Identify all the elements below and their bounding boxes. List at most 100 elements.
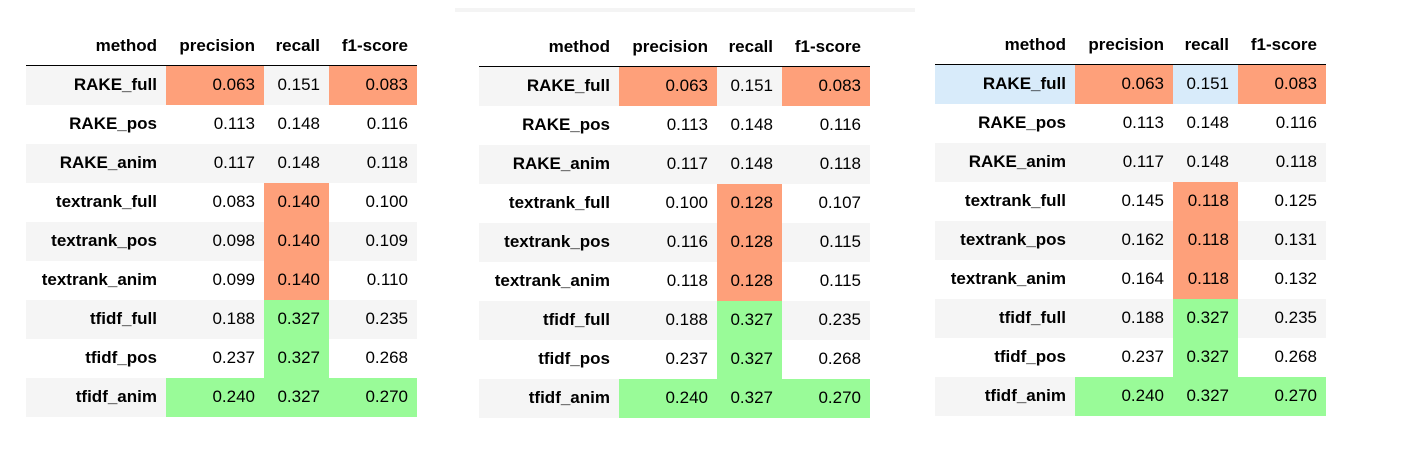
cell-f1-score: 0.083 (1238, 64, 1326, 104)
table-row[interactable]: RAKE_anim 0.117 0.148 0.118 (26, 143, 417, 183)
cell-precision: 0.100 (665, 193, 708, 212)
table-row[interactable]: RAKE_pos 0.113 0.148 0.116 (935, 103, 1326, 143)
cell-recall: 0.140 (264, 182, 329, 222)
table-row[interactable]: RAKE_anim 0.117 0.148 0.118 (935, 142, 1326, 182)
cell-f1-score: 0.083 (329, 65, 417, 105)
row-method-label: tfidf_pos (538, 349, 610, 368)
row-method-label: tfidf_full (89, 309, 157, 328)
row-method-label: textrank_full (508, 193, 610, 212)
table-row[interactable]: tfidf_full 0.188 0.327 0.235 (479, 300, 870, 340)
row-method-label: tfidf_full (998, 308, 1066, 327)
table-row[interactable]: tfidf_full 0.188 0.327 0.235 (935, 298, 1326, 338)
table-row[interactable]: textrank_pos 0.098 0.140 0.109 (26, 221, 417, 261)
cell-precision: 0.237 (1121, 347, 1164, 366)
cell-precision: 0.117 (666, 154, 708, 173)
cell-recall: 0.148 (1186, 152, 1229, 171)
header-recall: recall (275, 36, 320, 55)
cell-f1-score: 0.131 (1274, 230, 1317, 249)
row-method-label: textrank_pos (51, 231, 157, 250)
table-row[interactable]: RAKE_full 0.063 0.151 0.083 (479, 66, 870, 106)
table-row[interactable]: RAKE_full 0.063 0.151 0.083 (935, 64, 1326, 104)
cell-recall: 0.327 (717, 339, 782, 379)
row-method-label: tfidf_pos (85, 348, 157, 367)
cell-f1-score: 0.110 (366, 270, 408, 289)
cell-f1-score: 0.118 (1275, 152, 1317, 171)
cell-f1-score: 0.270 (1238, 376, 1326, 416)
cell-recall: 0.151 (1173, 64, 1238, 104)
cell-precision: 0.164 (1121, 269, 1164, 288)
cell-recall: 0.327 (264, 338, 329, 378)
cell-f1-score: 0.235 (818, 310, 861, 329)
table-row[interactable]: RAKE_pos 0.113 0.148 0.116 (479, 105, 870, 145)
cell-recall: 0.148 (277, 114, 320, 133)
table-body: RAKE_full 0.063 0.151 0.083 RAKE_pos 0.113 0.1… (935, 64, 1326, 416)
cell-recall: 0.327 (1173, 337, 1238, 377)
row-method-label: RAKE_anim (59, 153, 157, 172)
header-precision: precision (1088, 35, 1164, 54)
cell-recall: 0.128 (717, 261, 782, 301)
row-method-label: textrank_anim (41, 270, 157, 289)
table-row[interactable]: textrank_pos 0.116 0.128 0.115 (479, 222, 870, 262)
table-row[interactable]: RAKE_anim 0.117 0.148 0.118 (479, 144, 870, 184)
row-method-label: RAKE_pos (69, 114, 157, 133)
table-row[interactable]: RAKE_pos 0.113 0.148 0.116 (26, 104, 417, 144)
table-row[interactable]: tfidf_pos 0.237 0.327 0.268 (26, 338, 417, 378)
cell-recall: 0.327 (717, 378, 782, 418)
table-body: RAKE_full 0.063 0.151 0.083 RAKE_pos 0.113 0.1… (479, 66, 870, 418)
cell-f1-score: 0.268 (1274, 347, 1317, 366)
table-body: RAKE_full 0.063 0.151 0.083 RAKE_pos 0.113 0.1… (26, 65, 417, 417)
table-row[interactable]: tfidf_anim 0.240 0.327 0.270 (26, 377, 417, 417)
row-method-label: RAKE_full (73, 75, 157, 95)
table-row[interactable]: textrank_anim 0.099 0.140 0.110 (26, 260, 417, 300)
header-recall: recall (728, 37, 773, 56)
table-row[interactable]: RAKE_full 0.063 0.151 0.083 (26, 65, 417, 105)
row-method-label: tfidf_anim (984, 386, 1066, 405)
cell-f1-score: 0.132 (1274, 269, 1317, 288)
table-row[interactable]: textrank_full 0.100 0.128 0.107 (479, 183, 870, 223)
cell-precision: 0.240 (619, 378, 717, 418)
table-row[interactable]: tfidf_full 0.188 0.327 0.235 (26, 299, 417, 339)
row-method-label: RAKE_anim (968, 152, 1066, 171)
cell-f1-score: 0.116 (1275, 113, 1317, 132)
row-method-label: RAKE_pos (978, 113, 1066, 132)
table-row[interactable]: textrank_full 0.145 0.118 0.125 (935, 181, 1326, 221)
table-header: method precision recall f1-score (26, 27, 417, 66)
row-method-label: RAKE_anim (512, 154, 610, 173)
row-method-label: textrank_anim (494, 271, 610, 290)
header-recall: recall (1184, 35, 1229, 54)
cell-recall: 0.118 (1173, 220, 1238, 260)
table-row[interactable]: tfidf_anim 0.240 0.327 0.270 (935, 376, 1326, 416)
cell-precision: 0.118 (666, 271, 708, 290)
table-row[interactable]: textrank_anim 0.164 0.118 0.132 (935, 259, 1326, 299)
cell-f1-score: 0.235 (365, 309, 408, 328)
row-method-label: tfidf_anim (528, 388, 610, 407)
cell-precision: 0.188 (665, 310, 708, 329)
cell-f1-score: 0.116 (366, 114, 408, 133)
cell-f1-score: 0.270 (782, 378, 870, 418)
cell-precision: 0.116 (666, 232, 708, 251)
table-row[interactable]: tfidf_pos 0.237 0.327 0.268 (935, 337, 1326, 377)
table-row[interactable]: tfidf_pos 0.237 0.327 0.268 (479, 339, 870, 379)
cell-precision: 0.113 (1122, 113, 1164, 132)
cell-recall: 0.118 (1173, 181, 1238, 221)
table-row[interactable]: textrank_pos 0.162 0.118 0.131 (935, 220, 1326, 260)
results-table-3: method precision recall f1-score RAKE_fu… (935, 26, 1326, 416)
cell-precision: 0.117 (213, 153, 255, 172)
header-method: method (95, 36, 157, 55)
cell-recall: 0.140 (264, 221, 329, 261)
cell-precision: 0.240 (1075, 376, 1173, 416)
header-f1-score: f1-score (1250, 35, 1317, 54)
cell-f1-score: 0.268 (365, 348, 408, 367)
header-precision: precision (632, 37, 708, 56)
cell-precision: 0.063 (619, 66, 717, 106)
cell-f1-score: 0.100 (365, 192, 408, 211)
cell-recall: 0.118 (1173, 259, 1238, 299)
cell-f1-score: 0.268 (818, 349, 861, 368)
header-f1-score: f1-score (341, 36, 408, 55)
cell-precision: 0.098 (212, 231, 255, 250)
table-row[interactable]: textrank_anim 0.118 0.128 0.115 (479, 261, 870, 301)
cell-recall: 0.128 (717, 222, 782, 262)
table-row[interactable]: tfidf_anim 0.240 0.327 0.270 (479, 378, 870, 418)
cell-recall: 0.148 (277, 153, 320, 172)
table-row[interactable]: textrank_full 0.083 0.140 0.100 (26, 182, 417, 222)
